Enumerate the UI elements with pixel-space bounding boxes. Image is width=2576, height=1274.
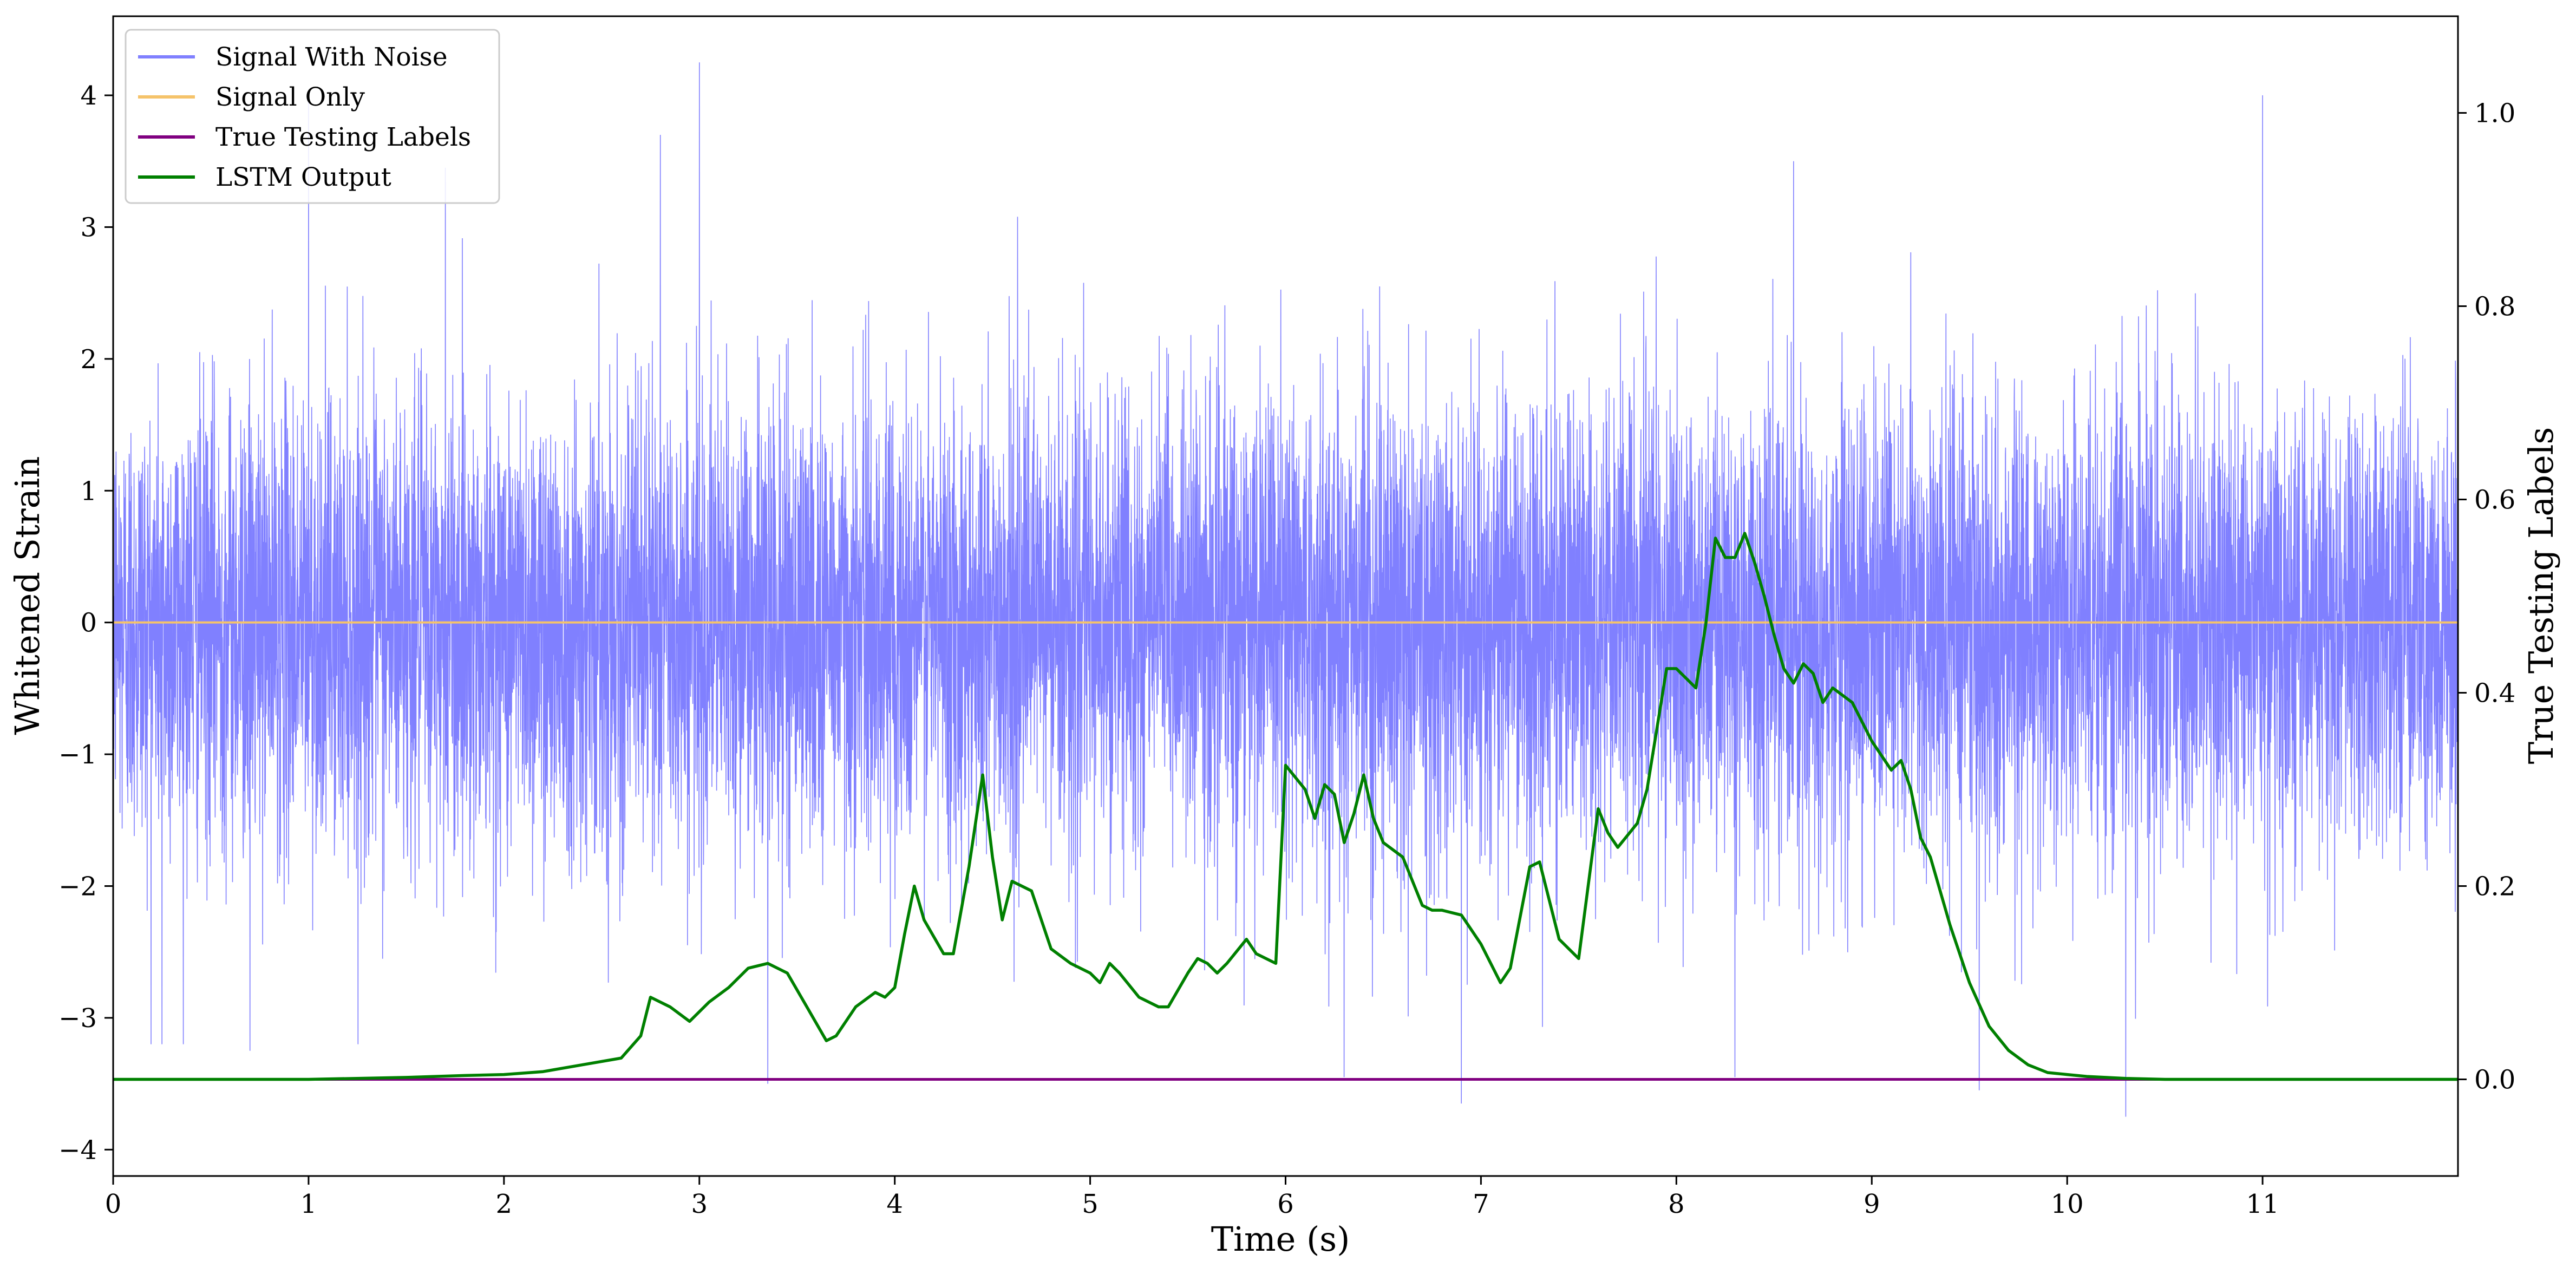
x-tick-label: 4 [886, 1189, 903, 1219]
x-tick-label: 0 [105, 1189, 122, 1219]
y-tick-label: −3 [58, 1003, 97, 1034]
y-tick-label: 4 [80, 81, 97, 111]
x-tick-label: 3 [691, 1189, 708, 1219]
y-axis-right-ticks: 0.0 0.2 0.4 0.6 0.8 1.0 [2458, 99, 2515, 1095]
legend-label-true-testing-labels: True Testing Labels [215, 122, 471, 152]
x-tick-label: 7 [1473, 1189, 1489, 1219]
y-tick-label: 1 [80, 476, 97, 506]
y-tick-label: 2 [80, 344, 97, 375]
y-tick-label: −4 [58, 1135, 97, 1165]
y-axis-right-label: True Testing Labels [2521, 427, 2561, 765]
x-axis-label: Time (s) [1211, 1219, 1350, 1259]
y-right-tick-label: 0.4 [2474, 678, 2515, 709]
y-right-tick-label: 0.0 [2474, 1065, 2515, 1095]
series-signal-with-noise [113, 62, 2458, 1117]
plot-area [113, 62, 2458, 1117]
y-tick-label: −2 [58, 872, 97, 902]
x-tick-label: 1 [300, 1189, 317, 1219]
x-tick-label: 5 [1082, 1189, 1099, 1219]
y-right-tick-label: 1.0 [2474, 99, 2515, 129]
x-tick-label: 6 [1277, 1189, 1294, 1219]
y-right-tick-label: 0.8 [2474, 292, 2515, 322]
y-axis-ticks: −4 −3 −2 −1 0 1 2 3 4 [58, 81, 113, 1165]
legend-box [125, 29, 500, 204]
legend-label-lstm-output: LSTM Output [215, 162, 391, 192]
x-tick-label: 8 [1668, 1189, 1685, 1219]
y-tick-label: −1 [58, 740, 97, 770]
legend-label-signal-only: Signal Only [215, 82, 365, 112]
y-tick-label: 0 [80, 608, 97, 638]
series-lstm-output [113, 532, 2458, 1081]
x-tick-label: 10 [2051, 1189, 2084, 1219]
x-tick-label: 2 [496, 1189, 513, 1219]
y-right-tick-label: 0.6 [2474, 485, 2515, 515]
x-tick-label: 9 [1864, 1189, 1880, 1219]
x-tick-label: 11 [2246, 1189, 2279, 1219]
x-axis-ticks: 0 1 2 3 4 5 6 7 8 9 10 11 [105, 1176, 2279, 1219]
legend-label-signal-with-noise: Signal With Noise [215, 42, 448, 72]
legend: Signal With Noise Signal Only True Testing… [125, 29, 500, 204]
y-tick-label: 3 [80, 212, 97, 243]
y-axis-label: Whitened Strain [8, 456, 47, 735]
y-right-tick-label: 0.2 [2474, 872, 2515, 902]
